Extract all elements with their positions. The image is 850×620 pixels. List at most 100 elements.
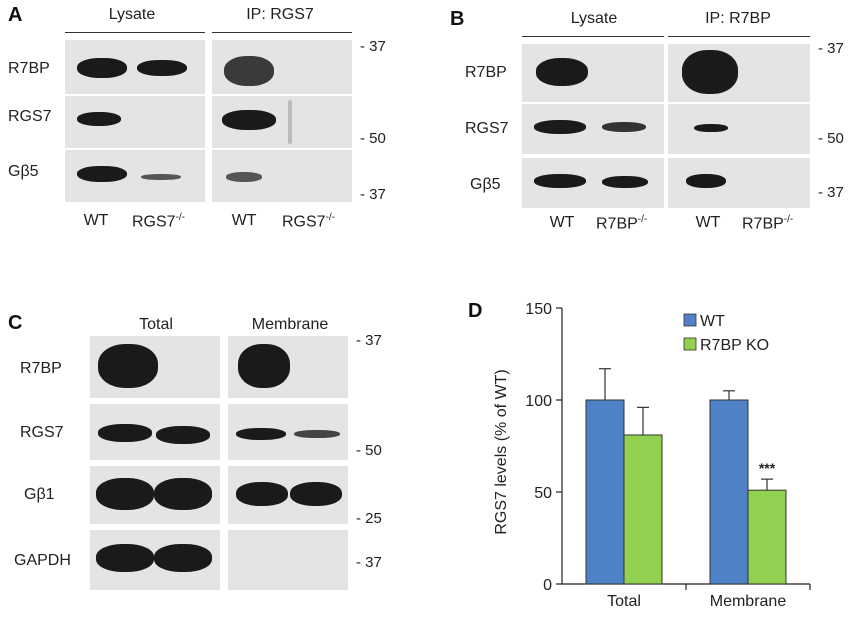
panel-b-lysate-header: Lysate: [570, 10, 618, 27]
panel-c-row-label-gapdh: GAPDH: [14, 552, 71, 569]
panel-b-marker-2: - 50: [818, 130, 844, 147]
band: [236, 428, 286, 440]
band: [288, 100, 292, 144]
panel-a-blot-lysate-gb5: [65, 150, 205, 202]
panel-b-blot-ip-gb5: [668, 158, 810, 208]
panel-b-marker-1: - 37: [818, 40, 844, 57]
band: [154, 478, 212, 510]
panel-b-lane-2: R7BP-/-: [596, 214, 647, 233]
band: [602, 176, 648, 188]
panel-b-lane-3: WT: [695, 214, 721, 231]
panel-b-marker-3: - 37: [818, 184, 844, 201]
lane-text: R7BP: [596, 215, 638, 233]
band: [236, 482, 288, 506]
legend-swatch: [683, 337, 697, 351]
lane-superscript: -/-: [175, 212, 186, 223]
panel-c-blot-total-gapdh: [90, 530, 220, 590]
panel-c-blot-total-r7bp: [90, 336, 220, 398]
panel-b-ip-header: IP: R7BP: [705, 10, 771, 27]
lane-superscript: -/-: [783, 214, 794, 225]
band: [96, 544, 154, 572]
panel-a-lane-4: RGS7-/-: [282, 212, 335, 231]
band: [77, 112, 121, 126]
band: [141, 174, 181, 180]
band: [294, 430, 340, 438]
x-category-label: Total: [607, 593, 641, 610]
panel-c-membrane-header: Membrane: [251, 316, 329, 333]
panel-a-blot-lysate-r7bp: [65, 40, 205, 94]
panel-c-blot-membrane-gb1: [228, 466, 348, 524]
band: [224, 56, 274, 86]
panel-b-blot-ip-r7bp: [668, 44, 810, 102]
lane-superscript: -/-: [637, 214, 648, 225]
band: [534, 120, 586, 134]
legend-label: R7BP KO: [700, 337, 769, 354]
panel-a-blot-ip-gb5: [212, 150, 352, 202]
panel-a-blot-ip-r7bp: [212, 40, 352, 94]
panel-c-marker-2: - 50: [356, 442, 382, 459]
panel-b-blot-ip-rgs7: [668, 104, 810, 154]
panel-a-lysate-rule: [65, 32, 205, 33]
band: [602, 122, 646, 132]
panel-b-row-label-r7bp: R7BP: [465, 64, 507, 81]
panel-a-lysate-header: Lysate: [108, 6, 156, 23]
panel-b-blot-lysate-r7bp: [522, 44, 664, 102]
legend-swatch: [683, 313, 697, 327]
panel-c-row-label-rgs7: RGS7: [20, 424, 64, 441]
panel-c-blot-membrane-gapdh: [228, 530, 348, 590]
band: [96, 478, 154, 510]
lane-text: R7BP: [742, 215, 784, 233]
panel-b-lysate-rule: [522, 36, 664, 37]
panel-c-row-label-gb1: Gβ1: [24, 486, 55, 503]
lane-superscript: -/-: [325, 212, 336, 223]
band: [686, 174, 726, 188]
y-tick-label: 0: [543, 577, 552, 594]
x-category-label: Membrane: [710, 593, 787, 610]
panel-c-marker-3: - 25: [356, 510, 382, 527]
band: [226, 172, 262, 182]
panel-c-blot-membrane-r7bp: [228, 336, 348, 398]
panel-a-row-label-rgs7: RGS7: [8, 108, 52, 125]
y-tick-label: 100: [525, 393, 552, 410]
y-tick-label: 150: [525, 301, 552, 318]
panel-a-ip-rule: [212, 32, 352, 33]
significance-label: ***: [759, 460, 776, 476]
bar-wt: [585, 399, 625, 585]
panel-a-blot-lysate-rgs7: [65, 96, 205, 148]
panel-a-letter: A: [8, 4, 23, 26]
bar-r7bp-ko: [623, 434, 663, 585]
panel-b-ip-rule: [668, 36, 810, 37]
band: [694, 124, 728, 132]
panel-c-blot-membrane-rgs7: [228, 404, 348, 460]
panel-b-lane-4: R7BP-/-: [742, 214, 793, 233]
panel-a-blot-ip-rgs7: [212, 96, 352, 148]
band: [77, 58, 127, 78]
panel-a-ip-header: IP: RGS7: [246, 6, 314, 23]
band: [77, 166, 127, 182]
panel-c-marker-1: - 37: [356, 332, 382, 349]
bar-r7bp-ko: [747, 489, 787, 585]
panel-c-total-header: Total: [139, 316, 173, 333]
panel-c-blot-total-rgs7: [90, 404, 220, 460]
band: [222, 110, 276, 130]
band: [137, 60, 187, 76]
bar-wt: [709, 399, 749, 585]
panel-c-marker-4: - 37: [356, 554, 382, 571]
panel-a-marker-1: - 37: [360, 38, 386, 55]
band: [290, 482, 342, 506]
band: [98, 344, 158, 388]
band: [98, 424, 152, 442]
panel-c-letter: C: [8, 312, 23, 334]
panel-a-lane-2: RGS7-/-: [132, 212, 185, 231]
panel-b-lane-1: WT: [549, 214, 575, 231]
panel-a-row-label-gb5: Gβ5: [8, 163, 39, 180]
panel-b-row-label-rgs7: RGS7: [465, 120, 509, 137]
panel-a-row-label-r7bp: R7BP: [8, 60, 50, 77]
band: [536, 58, 588, 86]
band: [534, 174, 586, 188]
panel-b-row-label-gb5: Gβ5: [470, 176, 501, 193]
panel-a-marker-2: - 50: [360, 130, 386, 147]
panel-c-row-label-r7bp: R7BP: [20, 360, 62, 377]
panel-a-marker-3: - 37: [360, 186, 386, 203]
panel-a-lane-3: WT: [231, 212, 257, 229]
